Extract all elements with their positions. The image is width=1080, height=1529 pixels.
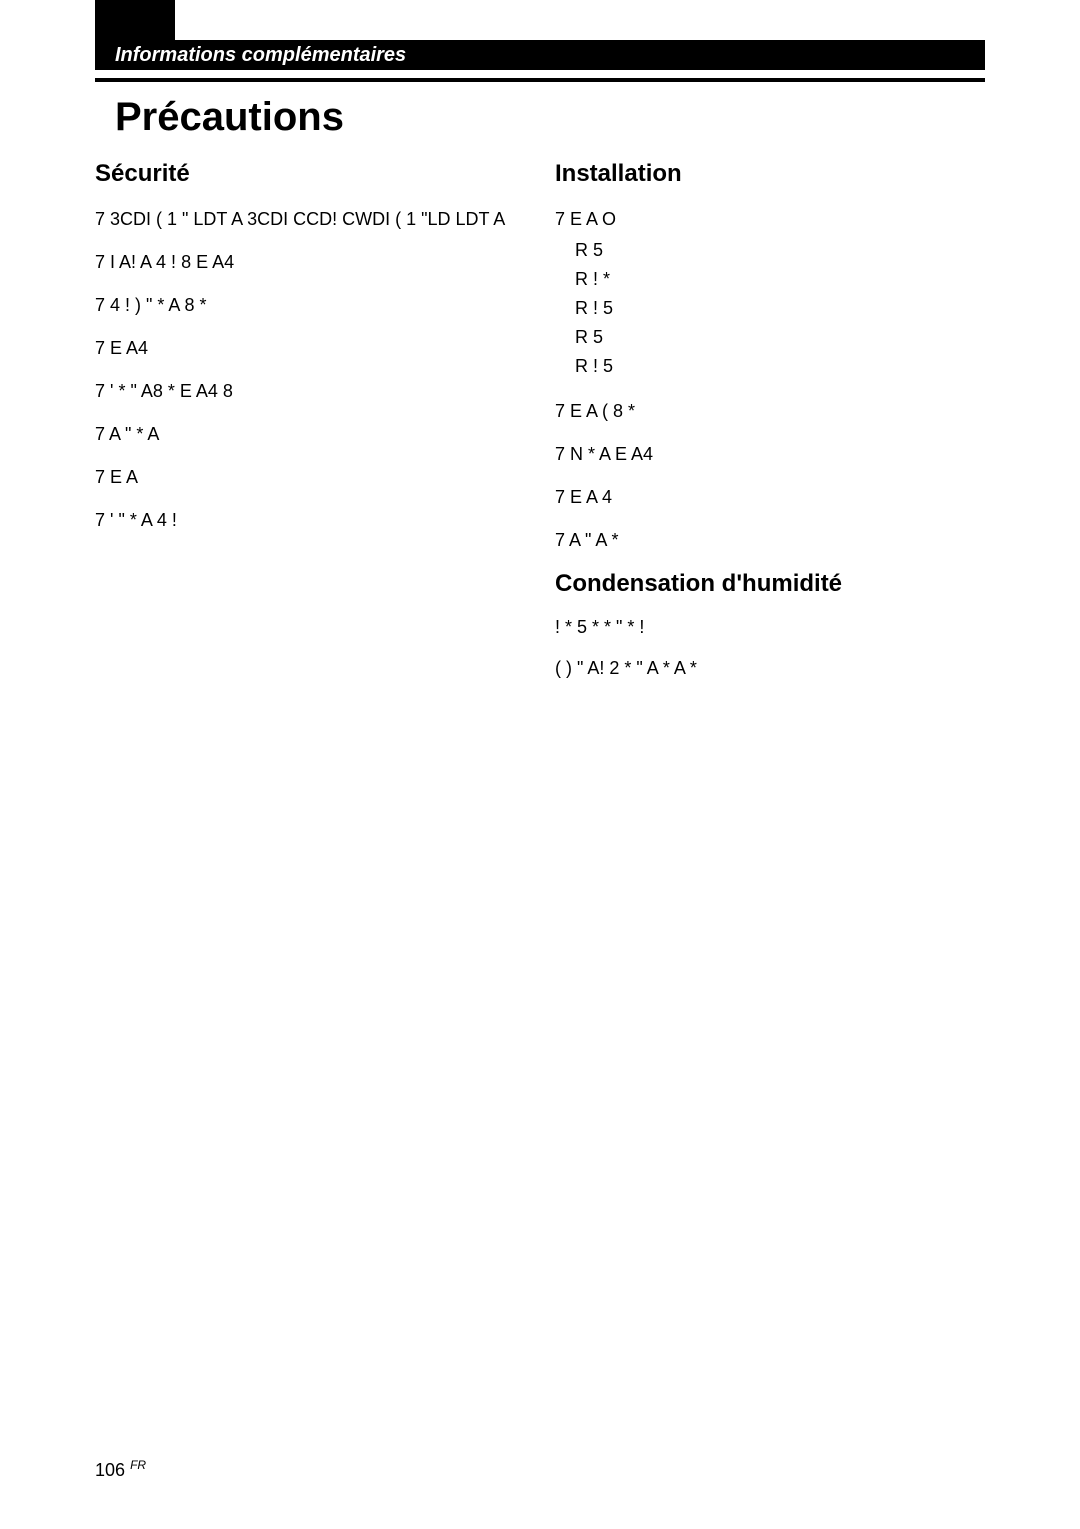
page-number-value: 106 <box>95 1460 125 1480</box>
item-text: 7 A " A * <box>555 527 985 554</box>
sub-text: R ! * <box>575 266 610 293</box>
item-text: 7 ' " * A 4 ! <box>95 507 525 534</box>
item-main-text: 7 E A O <box>555 209 616 229</box>
list-item: 7 E A ( 8 * <box>555 398 985 425</box>
humidity-paragraph: ! * 5 * * " * ! <box>555 614 985 641</box>
item-text: 7 4 ! ) " * A 8 * <box>95 292 525 319</box>
installation-heading: Installation <box>555 160 985 188</box>
header-underline <box>95 78 985 82</box>
security-heading: Sécurité <box>95 160 525 188</box>
sub-item: R ! 5 <box>575 295 985 322</box>
item-text: 7 E A O R 5 R ! * R ! 5 R 5 R ! 5 <box>555 206 985 382</box>
sub-text: R ! 5 <box>575 295 613 322</box>
left-column: Sécurité 7 3CDI ( 1 " LDT A 3CDI CCD! CW… <box>95 160 525 696</box>
item-text: 7 3CDI ( 1 " LDT A 3CDI CCD! CWDI ( 1 "L… <box>95 206 525 233</box>
sub-text: R 5 <box>575 237 603 264</box>
item-text: 7 N * A E A4 <box>555 441 985 468</box>
right-column: Installation 7 E A O R 5 R ! * R ! 5 R 5… <box>555 160 985 696</box>
list-item: 7 E A <box>95 464 525 491</box>
list-item: 7 ' " * A 4 ! <box>95 507 525 534</box>
item-text: 7 ' * " A8 * E A4 8 <box>95 378 525 405</box>
list-item: 7 ' * " A8 * E A4 8 <box>95 378 525 405</box>
item-text: 7 I A! A 4 ! 8 E A4 <box>95 249 525 276</box>
list-item: 7 I A! A 4 ! 8 E A4 <box>95 249 525 276</box>
sub-item: R 5 <box>575 324 985 351</box>
page-number: 106 FR <box>95 1458 146 1481</box>
list-item: 7 4 ! ) " * A 8 * <box>95 292 525 319</box>
list-item: 7 E A O R 5 R ! * R ! 5 R 5 R ! 5 <box>555 206 985 382</box>
item-text: 7 E A4 <box>95 335 525 362</box>
item-text: 7 E A <box>95 464 525 491</box>
sub-item: R ! * <box>575 266 985 293</box>
sub-list: R 5 R ! * R ! 5 R 5 R ! 5 <box>575 237 985 380</box>
humidity-heading: Condensation d'humidité <box>555 570 985 598</box>
content-area: Sécurité 7 3CDI ( 1 " LDT A 3CDI CCD! CW… <box>95 160 985 696</box>
sub-text: R 5 <box>575 324 603 351</box>
list-item: 7 A " A * <box>555 527 985 554</box>
list-item: 7 A " * A <box>95 421 525 448</box>
page-language: FR <box>130 1458 146 1472</box>
header-bar: Informations complémentaires <box>95 40 985 70</box>
page-container: Informations complémentaires Précautions… <box>0 0 1080 1529</box>
header-section-label: Informations complémentaires <box>115 44 406 67</box>
item-text: 7 A " * A <box>95 421 525 448</box>
sub-text: R ! 5 <box>575 353 613 380</box>
list-item: 7 E A 4 <box>555 484 985 511</box>
sub-item: R 5 <box>575 237 985 264</box>
humidity-paragraph: ( ) " A! 2 * " A * A * <box>555 655 985 682</box>
list-item: 7 3CDI ( 1 " LDT A 3CDI CCD! CWDI ( 1 "L… <box>95 206 525 233</box>
item-text: 7 E A 4 <box>555 484 985 511</box>
sub-item: R ! 5 <box>575 353 985 380</box>
page-title: Précautions <box>115 95 344 140</box>
list-item: 7 N * A E A4 <box>555 441 985 468</box>
list-item: 7 E A4 <box>95 335 525 362</box>
item-text: 7 E A ( 8 * <box>555 398 985 425</box>
